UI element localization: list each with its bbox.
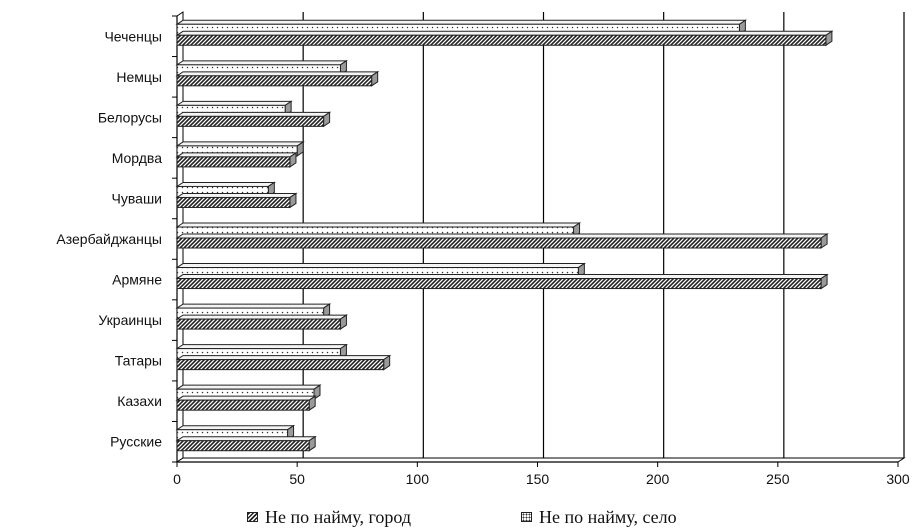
x-tick-label-0: 0 (173, 471, 181, 487)
legend-swatch-village (521, 512, 532, 522)
category-label-6: Армяне (112, 272, 162, 288)
bar-city-3 (175, 151, 298, 168)
bar-city-7 (175, 314, 349, 331)
bar-village-8 (175, 343, 349, 360)
bar-village-4 (175, 181, 276, 198)
bar-village-7 (175, 303, 332, 320)
bar-village-6 (175, 262, 587, 279)
legend-label-village: Не по найму, село (539, 506, 677, 527)
category-label-5: Азербайджанцы (56, 231, 162, 247)
bar-city-1 (175, 70, 380, 87)
x-tick-label-200: 200 (646, 471, 670, 487)
bar-city-5 (175, 233, 829, 249)
category-label-4: Чуваши (112, 190, 162, 206)
x-tick-label-300: 300 (886, 471, 910, 487)
bar-village-2 (175, 100, 293, 117)
chart-plot: 0 50 100 150 200 250 300 Чеченцы Немцы Белорусы Мо… (56, 11, 910, 487)
category-label-8: Татары (115, 353, 162, 369)
category-label-9: Казахи (117, 393, 162, 409)
category-label-10: Русские (110, 434, 162, 450)
bar-city-6 (175, 273, 829, 290)
bar-city-4 (175, 192, 298, 209)
category-label-7: Украинцы (98, 312, 162, 328)
category-label-2: Белорусы (98, 109, 162, 125)
legend-item-city: Не по найму, город (247, 506, 411, 528)
bar-city-9 (175, 395, 317, 412)
x-tick-label-50: 50 (289, 471, 305, 487)
bar-city-2 (175, 111, 332, 128)
bar-city-10 (175, 435, 317, 452)
bar-city-0 (175, 30, 834, 47)
category-label-3: Мордва (112, 150, 163, 166)
bar-village-1 (175, 59, 349, 76)
legend-item-village: Не по найму, село (521, 506, 677, 528)
bar-city-8 (175, 354, 392, 371)
category-label-0: Чеченцы (104, 28, 162, 44)
legend-swatch-city (247, 512, 258, 522)
x-tick-label-250: 250 (766, 471, 790, 487)
chart-legend: Не по найму, город Не по найму, село (0, 506, 915, 530)
x-tick-label-100: 100 (406, 471, 430, 487)
legend-label-city: Не по найму, город (265, 506, 412, 527)
x-tick-label-150: 150 (526, 471, 550, 487)
bar-village-10 (175, 424, 296, 441)
category-label-1: Немцы (116, 69, 162, 85)
